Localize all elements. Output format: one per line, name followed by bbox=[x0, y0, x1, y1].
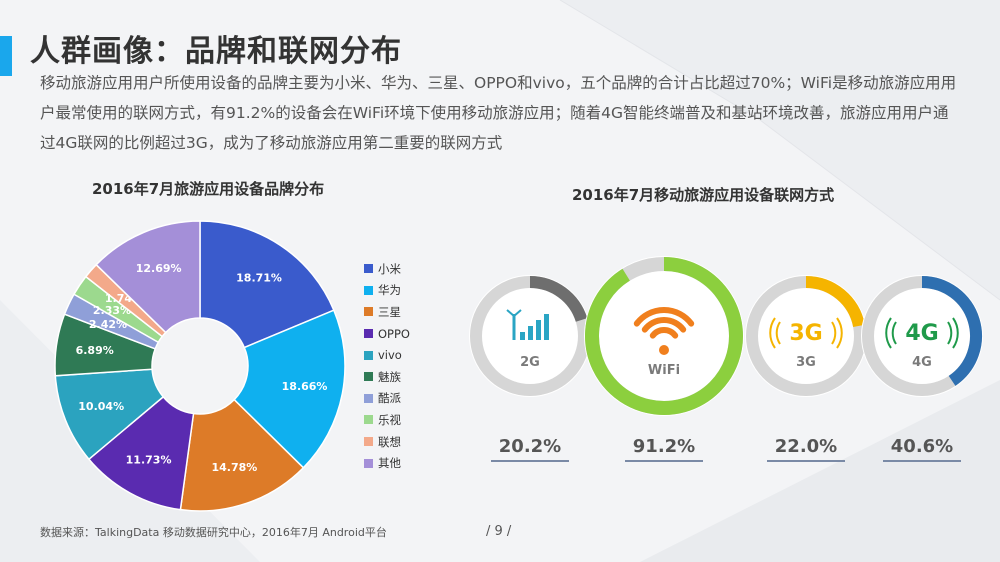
legend-item: 华为 bbox=[364, 280, 410, 302]
network-gauge-3g: 3G 3G bbox=[745, 275, 867, 397]
gauge-underline bbox=[883, 460, 961, 462]
brand-legend: 小米华为三星 OPPO vivo 魅族酷派乐视联想其他 bbox=[364, 258, 410, 474]
legend-swatch bbox=[364, 458, 373, 468]
svg-text:3G: 3G bbox=[789, 321, 822, 346]
legend-item: 乐视 bbox=[364, 409, 410, 431]
gauge-arc bbox=[529, 276, 588, 322]
4g-icon: 4G bbox=[885, 317, 959, 349]
gauge-name-label: WiFi bbox=[648, 363, 680, 378]
gauge-percent-label: 91.2% bbox=[632, 436, 696, 457]
gauge-arc bbox=[921, 276, 982, 386]
legend-swatch bbox=[364, 372, 373, 382]
gauge-underline bbox=[625, 460, 703, 462]
legend-swatch bbox=[364, 329, 373, 339]
legend-swatch bbox=[364, 285, 373, 295]
pie-slice-9 bbox=[95, 220, 201, 334]
legend-item: 其他 bbox=[364, 452, 410, 474]
gauge-percent-label: 22.0% bbox=[774, 436, 838, 457]
legend-item: 魅族 bbox=[364, 366, 410, 388]
wifi-icon bbox=[633, 307, 695, 355]
legend-swatch bbox=[364, 307, 373, 317]
legend-item: 联想 bbox=[364, 431, 410, 453]
legend-label: vivo bbox=[378, 348, 402, 363]
gauge-arc bbox=[805, 276, 865, 328]
legend-label: 酷派 bbox=[378, 391, 401, 406]
network-chart-title: 2016年7月移动旅游应用设备联网方式 bbox=[572, 186, 835, 204]
legend-label: OPPO bbox=[378, 326, 410, 341]
legend-swatch bbox=[364, 350, 373, 360]
brand-chart-title: 2016年7月旅游应用设备品牌分布 bbox=[92, 180, 325, 198]
pie-label-4: 10.04% bbox=[78, 400, 124, 413]
legend-label: 乐视 bbox=[378, 412, 401, 427]
gauge-name-label: 3G bbox=[796, 355, 816, 370]
gauge-percent-label: 20.2% bbox=[498, 436, 562, 457]
source-note: 数据来源：TalkingData 移动数据研究中心，2016年7月 Androi… bbox=[40, 526, 387, 539]
page-title: 人群画像：品牌和联网分布 bbox=[30, 34, 402, 69]
pie-slice-0 bbox=[199, 220, 335, 349]
network-gauge-2g: 2G bbox=[469, 275, 591, 397]
legend-label: 小米 bbox=[378, 261, 401, 276]
legend-item: vivo bbox=[364, 344, 410, 366]
gauge-bg bbox=[745, 275, 867, 397]
legend-item: 酷派 bbox=[364, 388, 410, 410]
gauge-bg bbox=[861, 275, 983, 397]
legend-label: 三星 bbox=[378, 304, 401, 319]
pie-slice-1 bbox=[233, 309, 346, 469]
pie-label-2: 14.78% bbox=[211, 461, 257, 474]
legend-swatch bbox=[364, 393, 373, 403]
gauge-name-label: 4G bbox=[912, 355, 932, 370]
pie-label-6: 2.42% bbox=[89, 318, 127, 331]
legend-label: 联想 bbox=[378, 434, 401, 449]
title-accent-bar bbox=[0, 36, 12, 76]
pie-label-7: 2.33% bbox=[93, 304, 131, 317]
signal-bars-icon bbox=[506, 309, 549, 340]
pie-label-0: 18.71% bbox=[236, 271, 282, 284]
page-number: / 9 / bbox=[486, 524, 512, 539]
legend-swatch bbox=[364, 437, 373, 447]
gauge-underline bbox=[767, 460, 845, 462]
gauge-name-label: 2G bbox=[520, 355, 540, 370]
legend-item: 三星 bbox=[364, 301, 410, 323]
pie-label-5: 6.89% bbox=[76, 344, 114, 357]
legend-swatch bbox=[364, 415, 373, 425]
network-gauge-wifi: WiFi bbox=[584, 256, 744, 416]
gauge-bg bbox=[584, 256, 744, 416]
pie-label-1: 18.66% bbox=[282, 380, 328, 393]
description-text: 移动旅游应用用户所使用设备的品牌主要为小米、华为、三星、OPPO和vivo，五个… bbox=[40, 74, 957, 152]
legend-label: 其他 bbox=[378, 456, 401, 471]
legend-item: OPPO bbox=[364, 323, 410, 345]
network-gauge-4g: 4G 4G bbox=[861, 275, 983, 397]
legend-item: 小米 bbox=[364, 258, 410, 280]
legend-label: 华为 bbox=[378, 283, 401, 298]
pie-label-3: 11.73% bbox=[126, 453, 172, 466]
legend-label: 魅族 bbox=[378, 369, 401, 384]
3g-icon: 3G bbox=[769, 317, 843, 349]
svg-text:4G: 4G bbox=[905, 321, 938, 346]
legend-swatch bbox=[364, 264, 373, 274]
pie-label-9: 12.69% bbox=[136, 262, 182, 275]
pie-slice-2 bbox=[179, 398, 305, 512]
gauge-percent-label: 40.6% bbox=[890, 436, 954, 457]
gauge-underline bbox=[491, 460, 569, 462]
gauge-arc bbox=[585, 257, 743, 415]
